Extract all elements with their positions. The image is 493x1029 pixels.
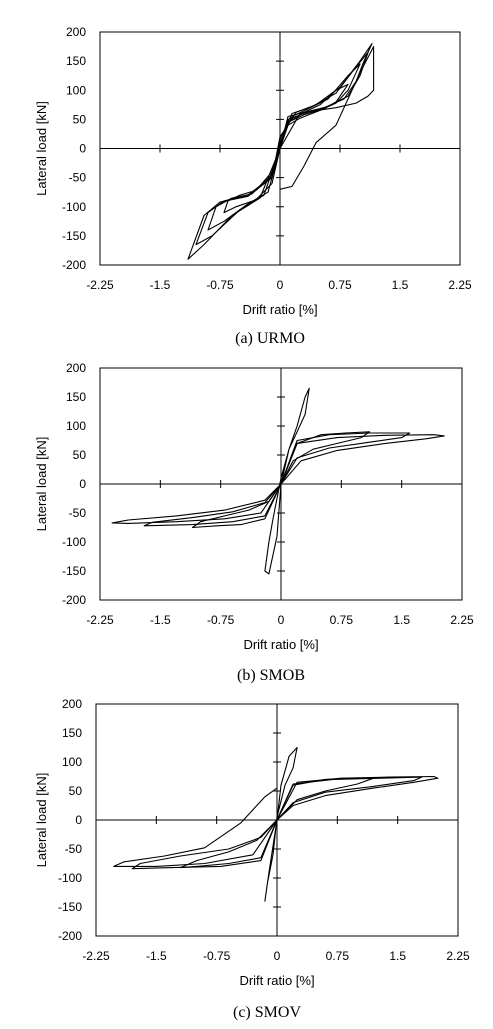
x-tick-label: 0 xyxy=(274,949,281,963)
y-tick-label: 0 xyxy=(79,142,86,156)
y-tick-label: 150 xyxy=(66,390,86,404)
y-tick-label: -100 xyxy=(58,871,82,885)
x-tick-label: 2.25 xyxy=(450,613,474,627)
hysteresis-loop-4 xyxy=(187,43,373,260)
y-tick-label: 50 xyxy=(73,448,87,462)
x-tick-label: -1.5 xyxy=(150,278,171,292)
chart-panel-2: 200 150 100 50 0 -50 -100 -150 -200-2.25 -1.5 -0.7… xyxy=(34,361,474,684)
y-tick-label: 100 xyxy=(62,755,82,769)
x-axis-title: Drift ratio [%] xyxy=(239,973,314,988)
x-tick-label: 1.5 xyxy=(389,949,406,963)
x-axis-title: Drift ratio [%] xyxy=(243,637,318,652)
panel-caption: (a) URMO xyxy=(235,330,305,347)
y-tick-label: 0 xyxy=(75,813,82,827)
x-tick-label: -1.5 xyxy=(150,613,171,627)
chart-panel-3: 200 150 100 50 0 -50 -100 -150 -200-2.25 -1.5 -0.7… xyxy=(34,697,470,1021)
y-tick-label: 150 xyxy=(62,726,82,740)
y-tick-label: -200 xyxy=(58,929,82,943)
chart-panel-1: 200 150 100 50 0 -50 -100 -150 -200-2.25 -1.5 -0.7… xyxy=(34,25,472,347)
hysteresis-loop-5 xyxy=(279,46,375,190)
x-tick-label: -0.75 xyxy=(206,278,234,292)
x-tick-label: 0 xyxy=(277,278,284,292)
y-tick-label: -50 xyxy=(69,171,87,185)
x-tick-label: 1.5 xyxy=(392,278,409,292)
x-tick-label: -0.75 xyxy=(203,949,231,963)
x-tick-label: -2.25 xyxy=(86,278,114,292)
x-tick-label: 2.25 xyxy=(446,949,470,963)
x-tick-label: 0 xyxy=(278,613,285,627)
y-tick-label: 100 xyxy=(66,419,86,433)
y-tick-label: 200 xyxy=(66,25,86,39)
x-tick-label: 0.75 xyxy=(326,949,350,963)
x-tick-label: -2.25 xyxy=(86,613,114,627)
y-tick-label: -150 xyxy=(62,564,86,578)
hysteresis-loop-4 xyxy=(113,775,439,867)
y-tick-label: -50 xyxy=(69,506,87,520)
y-tick-label: -200 xyxy=(62,593,86,607)
y-tick-label: -50 xyxy=(65,842,83,856)
y-tick-label: 200 xyxy=(62,697,82,711)
panel-caption: (b) SMOB xyxy=(237,667,305,684)
y-tick-label: 50 xyxy=(69,784,83,798)
y-tick-label: -100 xyxy=(62,535,86,549)
y-axis-title: Lateral load [kN] xyxy=(34,101,49,196)
x-tick-label: -0.75 xyxy=(207,613,235,627)
x-tick-label: -2.25 xyxy=(82,949,110,963)
y-tick-label: -150 xyxy=(62,229,86,243)
y-tick-label: 150 xyxy=(66,54,86,68)
y-axis-title: Lateral load [kN] xyxy=(34,773,49,868)
x-tick-label: 0.75 xyxy=(330,613,354,627)
x-tick-label: -1.5 xyxy=(146,949,167,963)
x-axis-title: Drift ratio [%] xyxy=(242,302,317,317)
hysteresis-loop-1 xyxy=(264,387,310,575)
hysteresis-loop-4 xyxy=(111,434,445,524)
y-tick-label: -200 xyxy=(62,258,86,272)
x-tick-label: 1.5 xyxy=(393,613,410,627)
y-tick-label: 100 xyxy=(66,83,86,97)
y-tick-label: 200 xyxy=(66,361,86,375)
y-axis-title: Lateral load [kN] xyxy=(34,437,49,532)
y-tick-label: 0 xyxy=(79,477,86,491)
y-tick-label: -150 xyxy=(58,900,82,914)
hysteresis-loop-3 xyxy=(143,432,411,527)
y-tick-label: 50 xyxy=(73,112,87,126)
panel-caption: (c) SMOV xyxy=(233,1004,301,1021)
hysteresis-loop-1 xyxy=(264,746,298,902)
y-tick-label: -100 xyxy=(62,200,86,214)
x-tick-label: 2.25 xyxy=(448,278,472,292)
x-tick-label: 0.75 xyxy=(328,278,352,292)
